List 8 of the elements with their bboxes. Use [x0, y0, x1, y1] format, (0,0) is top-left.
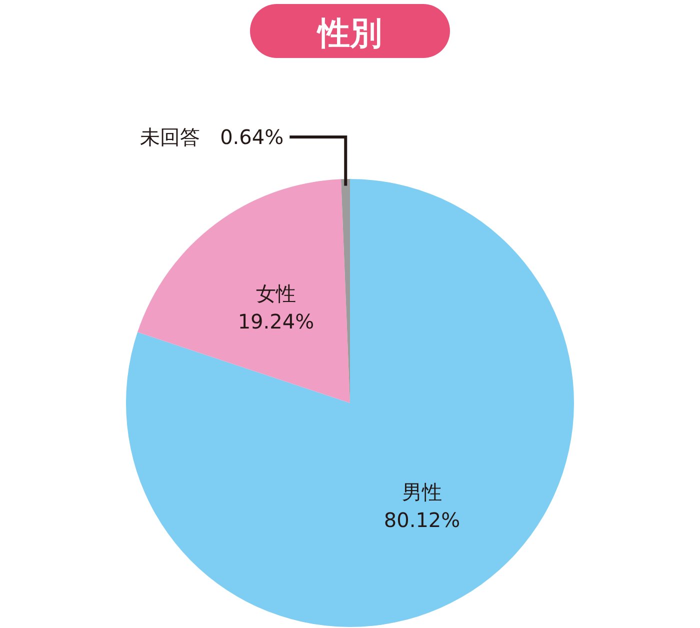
slice-label: 男性: [402, 480, 442, 504]
pie-slice: [126, 179, 574, 627]
pie-slice: [137, 179, 350, 403]
slice-label: 未回答 0.64%: [140, 125, 284, 149]
data-label: 19.24%: [238, 310, 314, 334]
chart-title: 性別: [316, 14, 382, 52]
slice-label: 女性: [256, 282, 296, 306]
data-label: 80.12%: [384, 508, 460, 532]
